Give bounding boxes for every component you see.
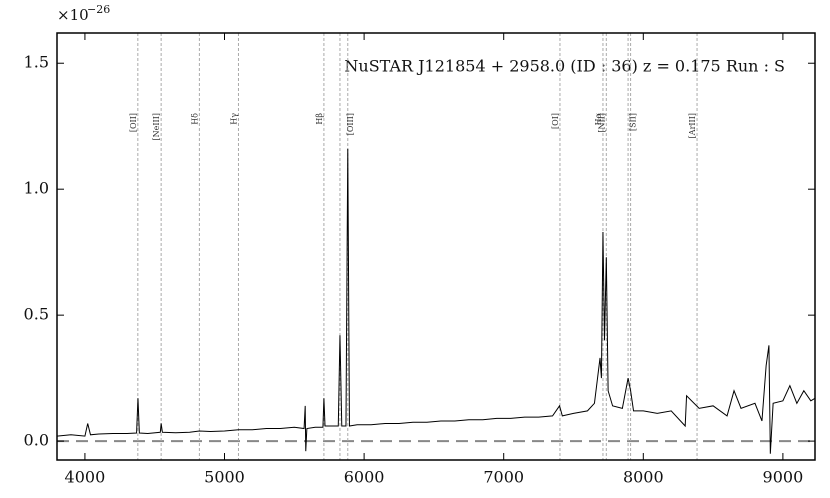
x-tick-label: 8000 <box>623 468 664 487</box>
x-tick-label: 7000 <box>483 468 524 487</box>
annotation-label: Hα <box>594 112 603 125</box>
annotation-label: [OI] <box>551 113 560 129</box>
y-tick-label: 0.5 <box>24 305 49 324</box>
x-tick-label: 6000 <box>344 468 385 487</box>
annotation-label: Hβ <box>315 113 324 125</box>
y-tick-label: 1.0 <box>24 179 49 198</box>
annotation-label: [SII] <box>629 113 638 131</box>
spectrum-line <box>56 148 816 454</box>
annotation-label: [ArIII] <box>688 113 697 138</box>
offset-base: ×10 <box>57 6 89 24</box>
annotation-label: [OIII] <box>346 113 355 135</box>
x-tick-label: 5000 <box>204 468 245 487</box>
annotation-label: [NeIII] <box>152 113 161 140</box>
y-tick-label: 1.5 <box>24 53 49 72</box>
annotation-label: Hγ <box>229 113 238 125</box>
x-tick-label: 4000 <box>65 468 106 487</box>
annotation-label: Hδ <box>190 113 199 125</box>
plot-frame <box>56 32 816 461</box>
annotation-label: [OII] <box>129 113 138 132</box>
offset-exponent: −26 <box>87 3 110 16</box>
chart-title: NuSTAR J121854 + 2958.0 (ID : 36) z = 0.… <box>344 57 785 76</box>
x-tick-label: 9000 <box>763 468 804 487</box>
y-tick-label: 0.0 <box>24 431 49 450</box>
annotation-label: [NII] <box>597 113 606 133</box>
